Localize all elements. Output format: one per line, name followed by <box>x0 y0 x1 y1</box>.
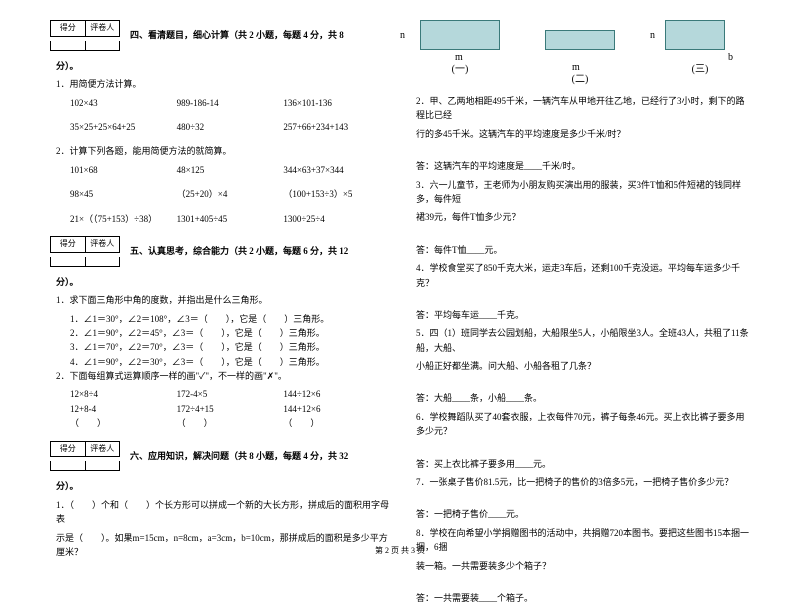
a5: 答：大船____条，小船____条。 <box>410 391 750 405</box>
a3: 答：每件T恤____元。 <box>410 243 750 257</box>
q8b: 装一箱。一共需要装多少个箱子？ <box>410 559 750 573</box>
q2b: 行的多45千米。这辆汽车的平均速度是多少千米/时？ <box>410 127 750 141</box>
score-box: 得分 评卷人 <box>50 236 120 253</box>
q5-2-row3: （ ） （ ） （ ） <box>50 416 390 430</box>
grader-label: 评卷人 <box>86 21 120 36</box>
shape-three: n b (三) <box>650 20 750 88</box>
calc-item: 172-4×5 <box>177 387 284 401</box>
q5-2-row1: 12×8÷4 172-4×5 144÷12×6 <box>50 387 390 401</box>
grader-label: 评卷人 <box>86 442 120 457</box>
q4: 4．学校食堂买了850千克大米，运走3车后，还剩100千克没运。平均每车运多少千… <box>410 261 750 290</box>
a4: 答：平均每车运____千克。 <box>410 308 750 322</box>
calc-item: 101×68 <box>70 163 177 177</box>
angle-line: 1．∠1＝30°，∠2＝108°，∠3＝（ ），它是（ ）三角形。 <box>70 312 390 326</box>
calc-item: 12×8÷4 <box>70 387 177 401</box>
section-4-title: 四、看清题目，细心计算（共 2 小题，每题 4 分，共 8 <box>120 20 390 42</box>
calc-item: 12+8-4 <box>70 402 177 416</box>
calc-item: 35×25+25×64+25 <box>70 120 177 134</box>
q5-2-row2: 12+8-4 172÷4+15 144+12×6 <box>50 402 390 416</box>
q4-2-row2: 98×45 （25+20）×4 （100+153÷3）×5 <box>50 187 390 201</box>
label-n2: n <box>650 28 655 44</box>
section-6-title: 六、应用知识，解决问题（共 8 小题，每题 4 分，共 32 <box>120 441 390 463</box>
section-4-header: 得分 评卷人 四、看清题目，细心计算（共 2 小题，每题 4 分，共 8 <box>50 20 390 53</box>
q5a: 5．四（1）班同学去公园划船，大船限坐5人，小船限坐3人。全班43人，共租了11… <box>410 326 750 355</box>
score-box: 得分 评卷人 <box>50 441 120 458</box>
calc-item: 144+12×6 <box>283 402 390 416</box>
calc-item: （ ） <box>177 416 284 430</box>
section-5-cont: 分）。 <box>50 275 390 289</box>
q4-1-row1: 102×43 989-186-14 136×101-136 <box>50 96 390 110</box>
shape-two: a m (二) <box>530 20 630 88</box>
shapes-row: n m (一) a m (二) n b <box>410 20 750 88</box>
calc-item: （ ） <box>283 416 390 430</box>
section-6-cont: 分）。 <box>50 479 390 493</box>
q4-2-row3: 21×（（75+153）÷38） 1301+405÷45 1300÷25÷4 <box>50 212 390 226</box>
section-6-header: 得分 评卷人 六、应用知识，解决问题（共 8 小题，每题 4 分，共 32 <box>50 441 390 474</box>
q6: 6．学校舞蹈队买了40套衣服，上衣每件70元，裤子每条46元。买上衣比裤子要多用… <box>410 410 750 439</box>
right-column: n m (一) a m (二) n b <box>400 20 760 535</box>
q4-2: 2．计算下列各题，能用简便方法的就简算。 <box>50 144 390 158</box>
calc-item: 1301+405÷45 <box>177 212 284 226</box>
q3a: 3．六一儿童节，王老师为小朋友购买演出用的服装，买3件T恤和5件短裙的钱同样多，… <box>410 178 750 207</box>
q4-1-row2: 35×25+25×64+25 480÷32 257+66+234+143 <box>50 120 390 134</box>
rect-two <box>545 30 615 50</box>
calc-item: 21×（（75+153）÷38） <box>70 212 177 226</box>
q4-2-row1: 101×68 48×125 344×63+37×344 <box>50 163 390 177</box>
calc-item: （25+20）×4 <box>177 187 284 201</box>
q6-1a: 1．（ ）个和（ ）个长方形可以拼成一个新的大长方形，拼成后的面积用字母表 <box>50 498 390 527</box>
q5-2: 2．下面每组算式运算顺序一样的画"✓"，不一样的画"✗"。 <box>50 369 390 383</box>
calc-item: 98×45 <box>70 187 177 201</box>
score-label: 得分 <box>51 237 86 252</box>
calc-item: 48×125 <box>177 163 284 177</box>
q8a: 8．学校在向希望小学捐赠图书的活动中，共捐赠720本图书。要把这些图书15本捆一… <box>410 526 750 555</box>
left-column: 得分 评卷人 四、看清题目，细心计算（共 2 小题，每题 4 分，共 8 分）。… <box>40 20 400 535</box>
q3b: 裙39元，每件T恤多少元？ <box>410 210 750 224</box>
label-m2: m <box>572 60 580 76</box>
calc-item: 172÷4+15 <box>177 402 284 416</box>
rect-three <box>665 20 725 50</box>
calc-item: 136×101-136 <box>283 96 390 110</box>
a8: 答：一共需要装____个箱子。 <box>410 591 750 605</box>
calc-item: 1300÷25÷4 <box>283 212 390 226</box>
angle-line: 2．∠1＝90°，∠2＝45°，∠3＝（ ），它是（ ）三角形。 <box>70 326 390 340</box>
label-m: m <box>455 50 463 66</box>
a7: 答：一把椅子售价____元。 <box>410 507 750 521</box>
score-label: 得分 <box>51 21 86 36</box>
calc-item: 989-186-14 <box>177 96 284 110</box>
angle-line: 3．∠1＝70°，∠2＝70°，∠3＝（ ），它是（ ）三角形。 <box>70 340 390 354</box>
label-b: b <box>728 50 733 66</box>
q5b: 小船正好都坐满。问大船、小船各租了几条？ <box>410 359 750 373</box>
a2: 答：这辆汽车的平均速度是____千米/时。 <box>410 159 750 173</box>
calc-item: （100+153÷3）×5 <box>283 187 390 201</box>
calc-item: 257+66+234+143 <box>283 120 390 134</box>
section-4-cont: 分）。 <box>50 59 390 73</box>
shape-label-three: (三) <box>650 62 750 78</box>
q6-1b: 示是（ ）。如果m=15cm，n=8cm，a=3cm，b=10cm，那拼成后的面… <box>50 531 390 560</box>
shape-label-two: (二) <box>530 72 630 88</box>
score-box: 得分 评卷人 <box>50 20 120 37</box>
rect-one <box>420 20 500 50</box>
calc-item: 102×43 <box>70 96 177 110</box>
score-box-empty <box>50 41 120 51</box>
angle-line: 4．∠1＝90°，∠2＝30°，∠3＝（ ），它是（ ）三角形。 <box>70 355 390 369</box>
calc-item: 480÷32 <box>177 120 284 134</box>
q4-1: 1．用简便方法计算。 <box>50 77 390 91</box>
shape-one: n m (一) <box>410 20 510 88</box>
q2a: 2．甲、乙两地相距495千米，一辆汽车从甲地开往乙地，已经行了3小时，剩下的路程… <box>410 94 750 123</box>
calc-item: 144÷12×6 <box>283 387 390 401</box>
score-box-empty <box>50 461 120 471</box>
section-5-title: 五、认真思考，综合能力（共 2 小题，每题 6 分，共 12 <box>120 236 390 258</box>
grader-label: 评卷人 <box>86 237 120 252</box>
label-n: n <box>400 28 405 44</box>
score-box-empty <box>50 257 120 267</box>
q5-1: 1．求下面三角形中角的度数，并指出是什么三角形。 <box>50 293 390 307</box>
score-label: 得分 <box>51 442 86 457</box>
a6: 答：买上衣比裤子要多用____元。 <box>410 457 750 471</box>
calc-item: 344×63+37×344 <box>283 163 390 177</box>
calc-item: （ ） <box>70 416 177 430</box>
section-5-header: 得分 评卷人 五、认真思考，综合能力（共 2 小题，每题 6 分，共 12 <box>50 236 390 269</box>
q7: 7．一张桌子售价81.5元，比一把椅子的售价的3倍多5元，一把椅子售价多少元？ <box>410 475 750 489</box>
